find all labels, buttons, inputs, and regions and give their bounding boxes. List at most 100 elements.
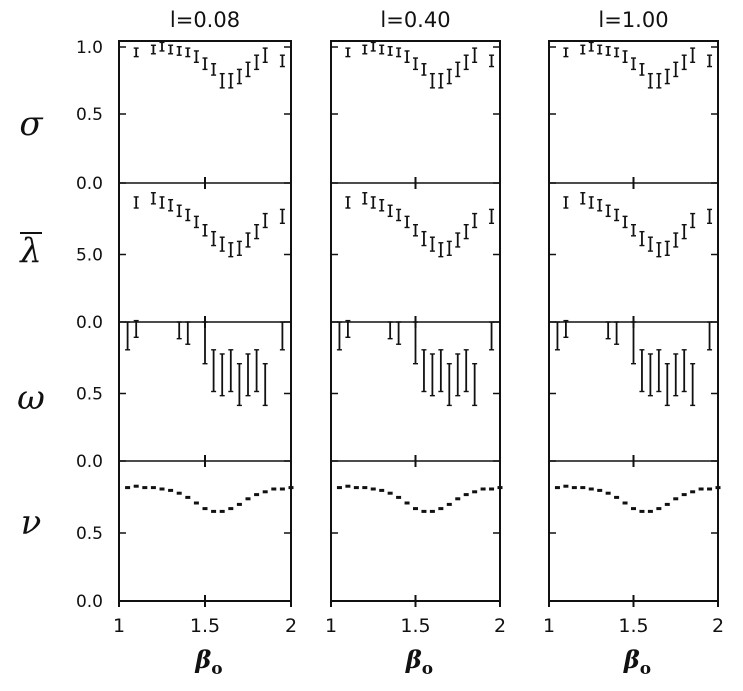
error-bar [345, 196, 351, 209]
data-point [202, 507, 208, 511]
data-point [472, 490, 478, 494]
data-point [193, 501, 199, 505]
data-point [656, 507, 662, 511]
error-bar [489, 321, 495, 351]
error-bar [236, 240, 242, 256]
data-point [262, 490, 268, 494]
x-tick-label: 1 [113, 615, 125, 637]
error-bar [236, 68, 242, 85]
error-bar [362, 192, 368, 205]
error-bar [690, 363, 696, 407]
error-bar [707, 208, 713, 225]
error-bar [176, 45, 182, 56]
y-tick-label: 5.0 [76, 246, 103, 266]
error-bar [489, 54, 495, 68]
data-point [497, 486, 503, 490]
x-tick-label: 2 [285, 615, 297, 637]
error-bar [631, 321, 636, 365]
error-bar [193, 215, 199, 229]
data-point [370, 487, 376, 491]
error-bar [588, 196, 594, 209]
error-bar [370, 196, 376, 209]
x-tick-label: 1.5 [190, 615, 220, 637]
data-point [150, 486, 156, 490]
error-bar [446, 240, 452, 256]
error-bar [614, 208, 620, 222]
error-bar [219, 236, 225, 252]
error-bar [413, 223, 418, 237]
data-point [681, 493, 687, 497]
error-bar [279, 54, 285, 68]
error-bar [639, 63, 645, 76]
error-bar [681, 223, 687, 240]
column-title: l=0.08 [170, 8, 240, 32]
error-bar [133, 319, 139, 338]
error-bar [421, 349, 427, 393]
error-bar [185, 321, 191, 345]
data-point [588, 487, 594, 491]
error-bar [605, 321, 611, 340]
error-bar [605, 204, 611, 218]
error-bar [396, 47, 402, 58]
data-point [345, 484, 351, 488]
error-bar [690, 212, 696, 229]
data-point [387, 491, 393, 495]
error-bar [588, 41, 594, 52]
data-point [125, 486, 131, 490]
row-label: ν [21, 503, 42, 543]
data-point [455, 497, 461, 501]
error-bar [404, 50, 410, 63]
error-bar [605, 45, 611, 56]
data-point [673, 497, 679, 501]
error-bar [597, 198, 603, 212]
data-point [489, 487, 495, 491]
error-bar [707, 321, 713, 351]
data-point [631, 507, 636, 511]
data-point [159, 487, 165, 491]
error-bar [211, 230, 217, 247]
error-bar [396, 208, 402, 222]
data-point [647, 509, 653, 513]
error-bar [262, 363, 268, 407]
error-bar [673, 61, 679, 78]
error-bar [202, 57, 208, 71]
error-bar [554, 321, 560, 351]
error-bar [472, 212, 478, 229]
error-bar [631, 57, 636, 71]
error-bar [472, 47, 478, 63]
error-bar [404, 215, 410, 229]
data-point [254, 493, 260, 497]
error-bar [622, 50, 628, 63]
error-bar [245, 61, 251, 78]
data-point [463, 493, 469, 497]
error-bar [472, 363, 478, 407]
data-point [379, 488, 385, 492]
data-point [176, 491, 182, 495]
data-point [133, 484, 139, 488]
error-bar [279, 208, 285, 225]
data-point [571, 486, 577, 490]
error-bar [664, 68, 670, 85]
column-title: l=0.40 [380, 8, 450, 32]
error-bar [656, 349, 662, 393]
x-tick-label: 1 [543, 615, 555, 637]
data-point [404, 501, 410, 505]
error-bar [345, 47, 351, 58]
data-point [185, 495, 191, 499]
error-bar [463, 223, 469, 240]
error-bar [159, 41, 165, 52]
error-bar [228, 242, 234, 258]
error-bar [387, 204, 393, 218]
error-bar [656, 72, 662, 89]
data-point [554, 486, 560, 490]
y-tick-label: 0.0 [76, 592, 103, 612]
error-bar [228, 72, 234, 89]
error-bar [673, 232, 679, 248]
error-bar [125, 321, 131, 351]
error-bar [614, 321, 620, 345]
error-bar [690, 47, 696, 63]
data-point [362, 486, 368, 490]
error-bar [438, 349, 444, 393]
error-bar [656, 242, 662, 258]
